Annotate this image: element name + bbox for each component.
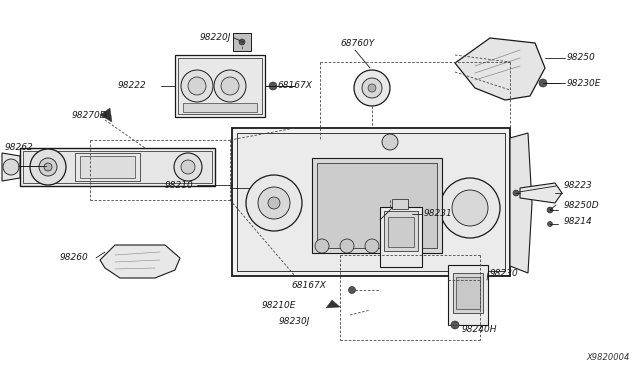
Circle shape xyxy=(246,175,302,231)
Text: 68167X: 68167X xyxy=(277,81,312,90)
Text: 98231: 98231 xyxy=(424,209,452,218)
Circle shape xyxy=(547,221,552,227)
Circle shape xyxy=(39,158,57,176)
Polygon shape xyxy=(520,183,562,203)
Circle shape xyxy=(30,149,66,185)
Text: X9820004: X9820004 xyxy=(587,353,630,362)
Bar xyxy=(80,156,135,178)
Circle shape xyxy=(539,79,547,87)
Bar xyxy=(384,211,418,251)
Circle shape xyxy=(368,84,376,92)
Bar xyxy=(380,207,422,267)
Circle shape xyxy=(3,159,19,175)
Text: 98250: 98250 xyxy=(567,54,596,62)
Bar xyxy=(448,265,488,325)
Circle shape xyxy=(513,190,519,196)
Circle shape xyxy=(214,70,246,102)
Text: 98270D: 98270D xyxy=(72,110,108,119)
Text: 98220J: 98220J xyxy=(200,32,231,42)
Text: 68167X: 68167X xyxy=(291,280,326,289)
Circle shape xyxy=(181,160,195,174)
Polygon shape xyxy=(100,108,112,122)
Text: 98240H: 98240H xyxy=(462,326,497,334)
Circle shape xyxy=(315,239,329,253)
Bar xyxy=(317,163,437,248)
Text: 98222: 98222 xyxy=(118,81,147,90)
Circle shape xyxy=(174,153,202,181)
Circle shape xyxy=(268,197,280,209)
Circle shape xyxy=(452,190,488,226)
Bar xyxy=(75,153,140,181)
Bar xyxy=(20,148,215,186)
Text: 98210E: 98210E xyxy=(262,301,296,310)
Polygon shape xyxy=(100,245,180,278)
Circle shape xyxy=(349,286,355,294)
Bar xyxy=(178,58,262,114)
Bar xyxy=(233,33,251,51)
Bar xyxy=(453,273,483,313)
Circle shape xyxy=(451,321,459,329)
Text: 98230E: 98230E xyxy=(567,78,602,87)
Circle shape xyxy=(440,178,500,238)
Bar xyxy=(23,151,212,183)
Circle shape xyxy=(340,239,354,253)
Circle shape xyxy=(354,70,390,106)
Polygon shape xyxy=(510,133,532,273)
Circle shape xyxy=(44,163,52,171)
Text: 98210: 98210 xyxy=(164,180,193,189)
Circle shape xyxy=(547,207,553,213)
Bar xyxy=(175,55,265,117)
Circle shape xyxy=(362,78,382,98)
Bar xyxy=(183,103,257,112)
Bar xyxy=(237,133,505,271)
Bar xyxy=(456,277,480,309)
Text: 98223: 98223 xyxy=(564,180,593,189)
Text: 98230J: 98230J xyxy=(278,317,310,327)
Text: 98214: 98214 xyxy=(564,218,593,227)
Circle shape xyxy=(258,187,290,219)
Circle shape xyxy=(181,70,213,102)
Text: 98262: 98262 xyxy=(5,144,34,153)
Bar xyxy=(392,199,408,209)
Polygon shape xyxy=(326,300,340,308)
Circle shape xyxy=(221,77,239,95)
Circle shape xyxy=(365,239,379,253)
Text: 98250D: 98250D xyxy=(564,201,600,209)
Text: 98260: 98260 xyxy=(60,253,89,263)
Polygon shape xyxy=(455,38,545,100)
Text: 68760Y: 68760Y xyxy=(340,38,374,48)
Circle shape xyxy=(188,77,206,95)
Polygon shape xyxy=(2,153,20,181)
Circle shape xyxy=(269,82,277,90)
Circle shape xyxy=(382,134,398,150)
Bar xyxy=(388,217,414,247)
Text: 98230: 98230 xyxy=(490,269,519,278)
Circle shape xyxy=(239,39,245,45)
Bar xyxy=(232,128,510,276)
Bar xyxy=(312,158,442,253)
